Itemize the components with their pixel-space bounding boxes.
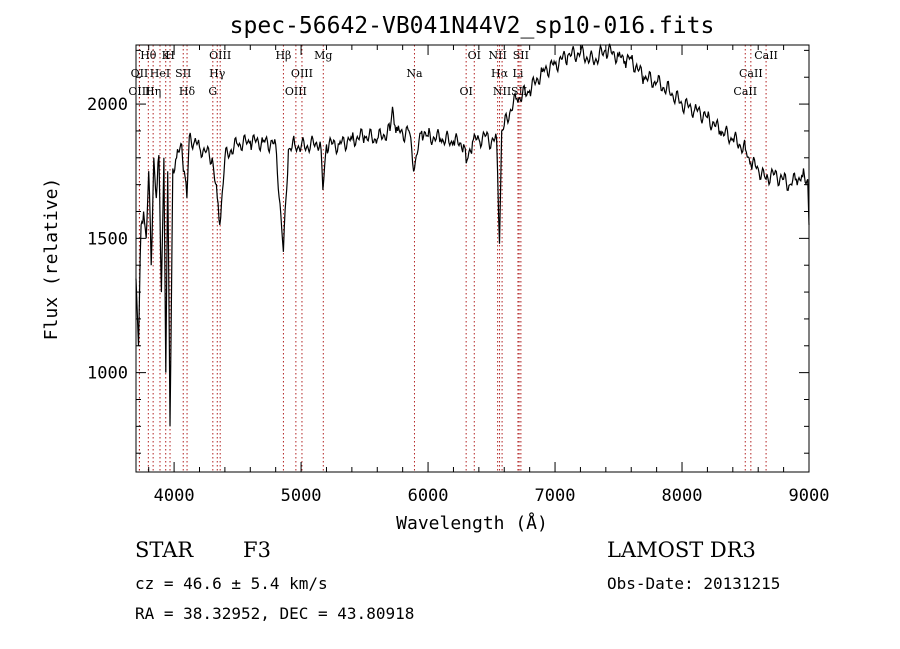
coordinates: RA = 38.32952, DEC = 43.80918 — [135, 604, 415, 623]
spectral-line-label: Hα — [491, 67, 509, 80]
spectral-line-label: SII — [513, 49, 529, 62]
spectral-line-label: OI — [468, 49, 481, 62]
spectral-line-label: SII — [175, 67, 191, 80]
x-tick-label: 5000 — [281, 486, 322, 506]
spectral-line-label: CaII — [739, 67, 763, 80]
spectral-line-label: Hδ — [179, 85, 196, 98]
obs-date: Obs-Date: 20131215 — [607, 574, 781, 593]
plot-frame — [135, 44, 810, 473]
y-tick-label: 1500 — [87, 229, 128, 249]
x-tick-label: 6000 — [408, 486, 449, 506]
spectral-line-label: Hβ — [275, 49, 291, 62]
spectral-line-label: OIII — [128, 85, 150, 98]
spectral-line-label: Hθ — [140, 49, 157, 62]
chart-title: spec-56642-VB041N44V2_sp10-016.fits — [230, 13, 715, 39]
spectral-line-label: OIII — [209, 49, 231, 62]
spectral-line-label: Li — [513, 67, 524, 80]
y-axis-label: Flux (relative) — [41, 178, 62, 341]
spectral-line-label: K — [162, 49, 171, 62]
spectral-line-label: Hγ — [209, 67, 226, 80]
y-tick-label: 2000 — [87, 95, 128, 115]
spectral-line-label: NII — [488, 49, 506, 62]
spectral-line-label: NII — [493, 85, 511, 98]
spectral-line-label: HeI — [150, 67, 170, 80]
spectral-line-label: OI — [459, 85, 472, 98]
x-tick-label: 4000 — [154, 486, 195, 506]
spectral-line-label: Hη — [145, 85, 161, 98]
spectral-line-label: Na — [406, 67, 423, 80]
spectral-line-label: OIII — [285, 85, 307, 98]
spectral-line-label: H — [165, 49, 175, 62]
spectrum-line — [135, 43, 810, 427]
x-tick-label: 9000 — [789, 486, 830, 506]
object-subclass: F3 — [243, 538, 271, 562]
spectral-line-label: OIII — [291, 67, 313, 80]
x-tick-label: 8000 — [662, 486, 703, 506]
x-tick-label: 7000 — [535, 486, 576, 506]
redshift-cz: cz = 46.6 ± 5.4 km/s — [135, 574, 328, 593]
object-class: STAR — [135, 538, 194, 562]
spectral-line-label: Mg — [314, 49, 332, 62]
spectral-line-label: G — [208, 85, 217, 98]
spectral-line-label: CaII — [733, 85, 757, 98]
y-tick-label: 1000 — [87, 364, 128, 384]
x-axis-label: Wavelength (Å) — [396, 512, 548, 534]
survey-name: LAMOST DR3 — [607, 538, 756, 562]
spectral-line-label: CaII — [754, 49, 778, 62]
